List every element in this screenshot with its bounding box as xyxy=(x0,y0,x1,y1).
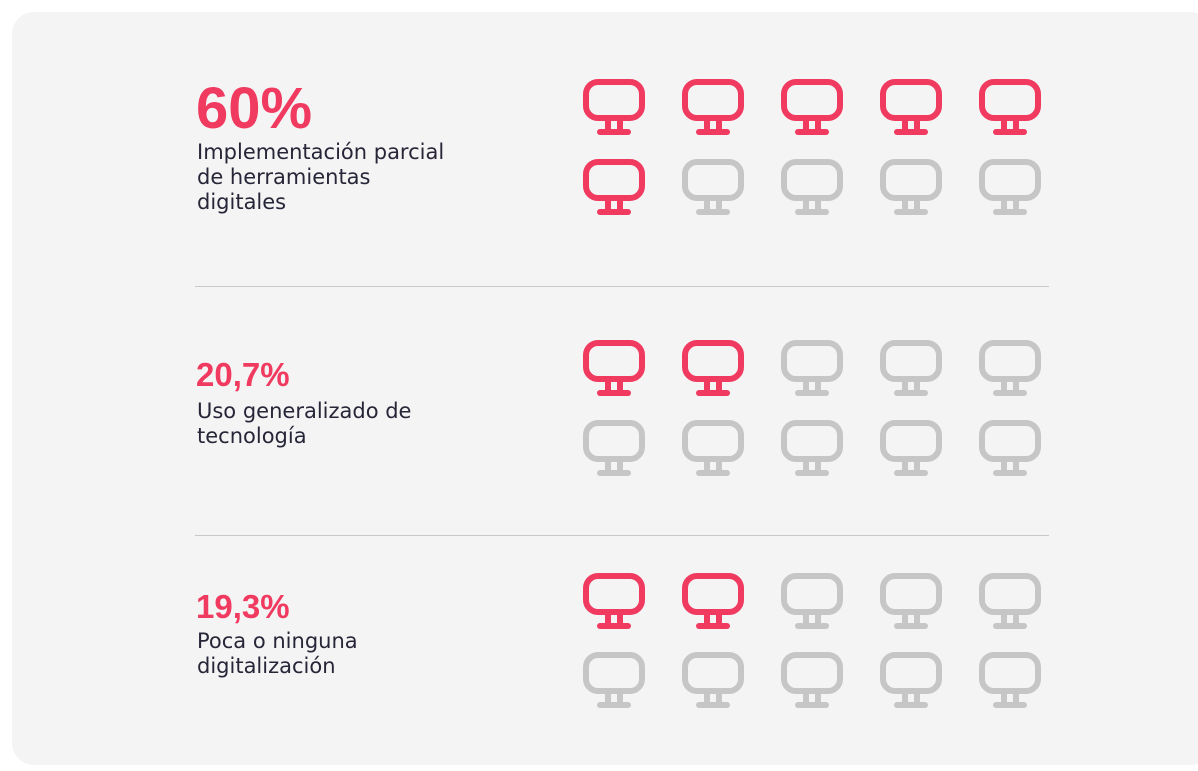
screen xyxy=(682,340,744,382)
screen xyxy=(781,573,843,615)
screen xyxy=(583,652,645,694)
description-line: Poca o ninguna xyxy=(197,629,358,653)
description-line: Implementación parcial xyxy=(197,140,445,164)
screen xyxy=(781,340,843,382)
icon-filled xyxy=(583,573,645,629)
icon-empty xyxy=(880,420,942,476)
icon-filled xyxy=(583,159,645,215)
screen xyxy=(781,159,843,201)
icon-empty xyxy=(979,573,1041,629)
icon-empty xyxy=(781,573,843,629)
icon-empty xyxy=(583,652,645,708)
icon-empty xyxy=(682,159,744,215)
icon-empty xyxy=(979,340,1041,396)
screen xyxy=(583,340,645,382)
icon-empty xyxy=(880,652,942,708)
screen xyxy=(781,652,843,694)
icon-filled xyxy=(682,340,744,396)
description-line: digitales xyxy=(197,190,287,214)
description: Uso generalizado de tecnología xyxy=(197,399,411,449)
screen xyxy=(583,79,645,121)
screen xyxy=(781,79,843,121)
screen xyxy=(880,79,942,121)
description-line: tecnología xyxy=(197,424,307,448)
icon-empty xyxy=(880,340,942,396)
icon-empty xyxy=(979,420,1041,476)
icon-filled xyxy=(979,79,1041,135)
icon-empty xyxy=(682,420,744,476)
icon-empty xyxy=(583,420,645,476)
screen xyxy=(979,79,1041,121)
description-line: Uso generalizado de xyxy=(197,399,412,423)
screen xyxy=(682,159,744,201)
screen xyxy=(880,159,942,201)
screen xyxy=(583,573,645,615)
divider xyxy=(195,535,1049,536)
icon-empty xyxy=(979,652,1041,708)
icon-filled xyxy=(583,79,645,135)
screen xyxy=(880,652,942,694)
screen xyxy=(979,652,1041,694)
screen xyxy=(880,340,942,382)
screen xyxy=(979,573,1041,615)
screen xyxy=(583,420,645,462)
description-line: de herramientas xyxy=(197,165,371,189)
screen xyxy=(979,159,1041,201)
icon-empty xyxy=(682,652,744,708)
icon-empty xyxy=(781,652,843,708)
screen xyxy=(880,420,942,462)
icon-filled xyxy=(781,79,843,135)
icon-empty xyxy=(781,159,843,215)
percent: 19,3% xyxy=(196,588,290,625)
screen xyxy=(682,652,744,694)
screen xyxy=(682,420,744,462)
icon-filled xyxy=(583,340,645,396)
divider xyxy=(195,286,1049,287)
percent: 20,7% xyxy=(196,356,290,393)
screen xyxy=(880,573,942,615)
percent: 60% xyxy=(196,76,313,141)
icon-filled xyxy=(880,79,942,135)
icon-filled xyxy=(682,573,744,629)
description-line: digitalización xyxy=(197,654,336,678)
screen xyxy=(583,159,645,201)
description: Implementación parcial de herramientas dig… xyxy=(197,140,444,215)
icon-filled xyxy=(682,79,744,135)
screen xyxy=(979,340,1041,382)
description: Poca o ninguna digitalización xyxy=(197,629,358,679)
icon-empty xyxy=(781,340,843,396)
icon-empty xyxy=(781,420,843,476)
icon-empty xyxy=(979,159,1041,215)
screen xyxy=(979,420,1041,462)
icon-empty xyxy=(880,159,942,215)
screen xyxy=(682,79,744,121)
icon-empty xyxy=(880,573,942,629)
screen xyxy=(682,573,744,615)
screen xyxy=(781,420,843,462)
